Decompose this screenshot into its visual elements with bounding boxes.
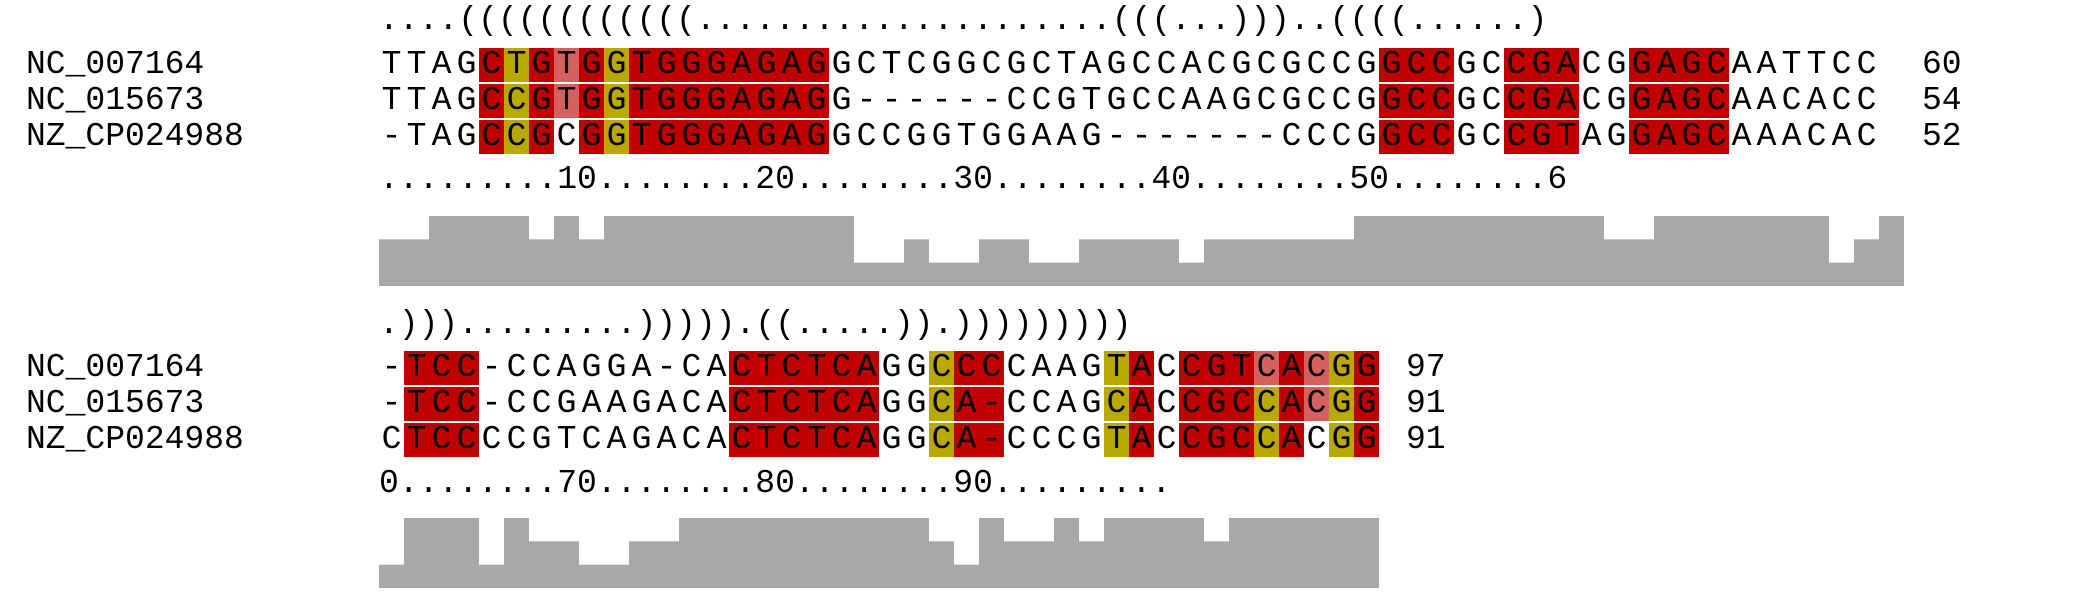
conservation-bar	[804, 518, 829, 588]
conservation-bar	[529, 541, 554, 588]
conservation-bar	[829, 518, 854, 588]
conservation-bar	[1304, 518, 1329, 588]
conservation-bar	[654, 541, 679, 588]
conservation-bar	[454, 518, 479, 588]
conservation-bar	[554, 541, 579, 588]
conservation-bar	[1129, 518, 1154, 588]
conservation-bar	[1354, 518, 1379, 588]
conservation-bar	[379, 565, 404, 588]
conservation-bar	[1229, 518, 1254, 588]
conservation-bar	[1329, 518, 1354, 588]
conservation-bar	[1004, 541, 1029, 588]
conservation-bar	[1279, 518, 1304, 588]
conservation-bar	[979, 518, 1004, 588]
conservation-bar	[1154, 518, 1179, 588]
conservation-bar	[879, 518, 904, 588]
conservation-bar	[904, 518, 929, 588]
conservation-bar	[404, 518, 429, 588]
conservation-bar	[754, 518, 779, 588]
conservation-bar	[1054, 518, 1079, 588]
conservation-bar	[704, 518, 729, 588]
conservation-bar	[1104, 518, 1129, 588]
conservation-bar	[504, 518, 529, 588]
conservation-bar	[929, 541, 954, 588]
conservation-bar	[1029, 541, 1054, 588]
conservation-bar	[604, 565, 629, 588]
conservation-bar	[579, 565, 604, 588]
conservation-bar	[1179, 518, 1204, 588]
conservation-bar	[954, 565, 979, 588]
conservation-bar	[629, 541, 654, 588]
conservation-bar	[1204, 541, 1229, 588]
conservation-bar	[1254, 518, 1279, 588]
conservation-bar	[479, 565, 504, 588]
conservation-bar	[854, 518, 879, 588]
conservation-bar	[429, 518, 454, 588]
conservation-bar	[1079, 541, 1104, 588]
conservation-bar	[729, 518, 754, 588]
conservation-bar	[679, 518, 704, 588]
conservation-bar	[779, 518, 804, 588]
